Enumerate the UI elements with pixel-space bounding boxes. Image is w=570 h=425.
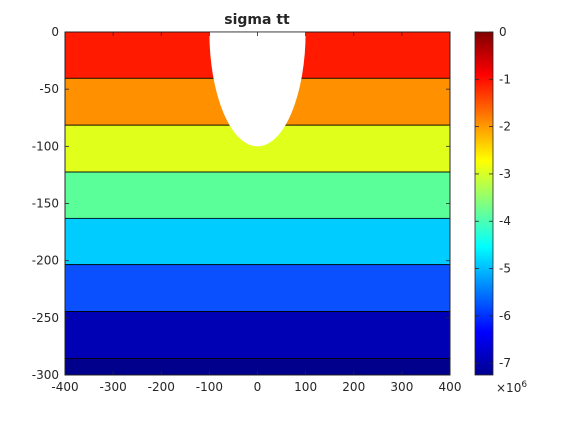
colorbar-tick-label: -7 [499, 356, 511, 370]
x-tick-label: 400 [439, 380, 462, 394]
plot-axes: -400 -300 -200 -100 0 100 200 300 4000-50-100-15… [32, 25, 462, 394]
colorbar-tick-label: -4 [499, 214, 511, 228]
x-tick-label: 100 [294, 380, 317, 394]
y-tick-label: 0 [51, 25, 59, 39]
contour-band-6 [64, 264, 451, 312]
y-tick-label: -100 [32, 139, 59, 153]
x-tick-label: -300 [100, 380, 127, 394]
colorbar-tick-label: 0 [499, 25, 507, 39]
y-tick-label: -300 [32, 368, 59, 382]
colorbar-exponent: ×106 [496, 380, 527, 395]
contour-band-4 [64, 171, 451, 219]
contour-band-5 [64, 217, 451, 266]
colorbar-tick-label: -3 [499, 167, 511, 181]
chart-title: sigma tt [224, 12, 290, 28]
y-tick-label: -50 [39, 82, 59, 96]
y-tick-label: -200 [32, 254, 59, 268]
contour-band-7 [64, 311, 451, 359]
plot-area [64, 31, 451, 376]
x-tick-label: -200 [148, 380, 175, 394]
x-tick-label: 200 [342, 380, 365, 394]
x-tick-label: -400 [51, 380, 78, 394]
colorbar: 0 -1 -2 -3 -4 -5 -6 -7 ×106 [474, 25, 527, 395]
x-tick-label: 300 [390, 380, 413, 394]
colorbar-tick-label: -2 [499, 120, 511, 134]
colorbar-tick-label: -5 [499, 262, 511, 276]
x-tick-label: -100 [196, 380, 223, 394]
cavity-region [209, 32, 306, 147]
colorbar-tick-label: -1 [499, 72, 511, 86]
y-tick-label: -250 [32, 311, 59, 325]
colorbar-scale [474, 31, 494, 376]
x-tick-label: 0 [254, 380, 262, 394]
y-tick-label: -150 [32, 197, 59, 211]
colorbar-tick-label: -6 [499, 309, 511, 323]
